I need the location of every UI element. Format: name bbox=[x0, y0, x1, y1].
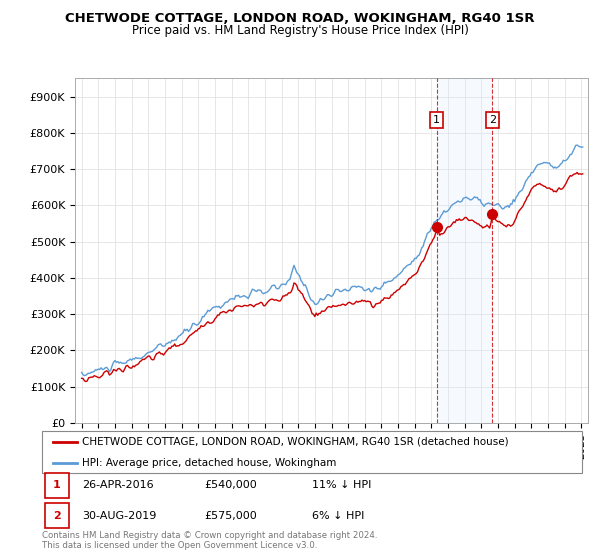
Text: HPI: Average price, detached house, Wokingham: HPI: Average price, detached house, Woki… bbox=[83, 458, 337, 468]
Text: Contains HM Land Registry data © Crown copyright and database right 2024.
This d: Contains HM Land Registry data © Crown c… bbox=[42, 531, 377, 550]
Bar bbox=[45, 473, 69, 498]
Text: Price paid vs. HM Land Registry's House Price Index (HPI): Price paid vs. HM Land Registry's House … bbox=[131, 24, 469, 36]
Text: 6% ↓ HPI: 6% ↓ HPI bbox=[312, 511, 364, 521]
Text: £540,000: £540,000 bbox=[204, 480, 257, 490]
Bar bbox=[437, 78, 493, 423]
Text: £575,000: £575,000 bbox=[204, 511, 257, 521]
Text: 1: 1 bbox=[433, 115, 440, 125]
Text: CHETWODE COTTAGE, LONDON ROAD, WOKINGHAM, RG40 1SR (detached house): CHETWODE COTTAGE, LONDON ROAD, WOKINGHAM… bbox=[83, 437, 509, 447]
Text: 2: 2 bbox=[53, 511, 61, 521]
Text: 30-AUG-2019: 30-AUG-2019 bbox=[83, 511, 157, 521]
Text: 1: 1 bbox=[53, 480, 61, 490]
Text: 2: 2 bbox=[489, 115, 496, 125]
Bar bbox=[45, 503, 69, 529]
Text: CHETWODE COTTAGE, LONDON ROAD, WOKINGHAM, RG40 1SR: CHETWODE COTTAGE, LONDON ROAD, WOKINGHAM… bbox=[65, 12, 535, 25]
Text: 11% ↓ HPI: 11% ↓ HPI bbox=[312, 480, 371, 490]
Text: 26-APR-2016: 26-APR-2016 bbox=[83, 480, 154, 490]
